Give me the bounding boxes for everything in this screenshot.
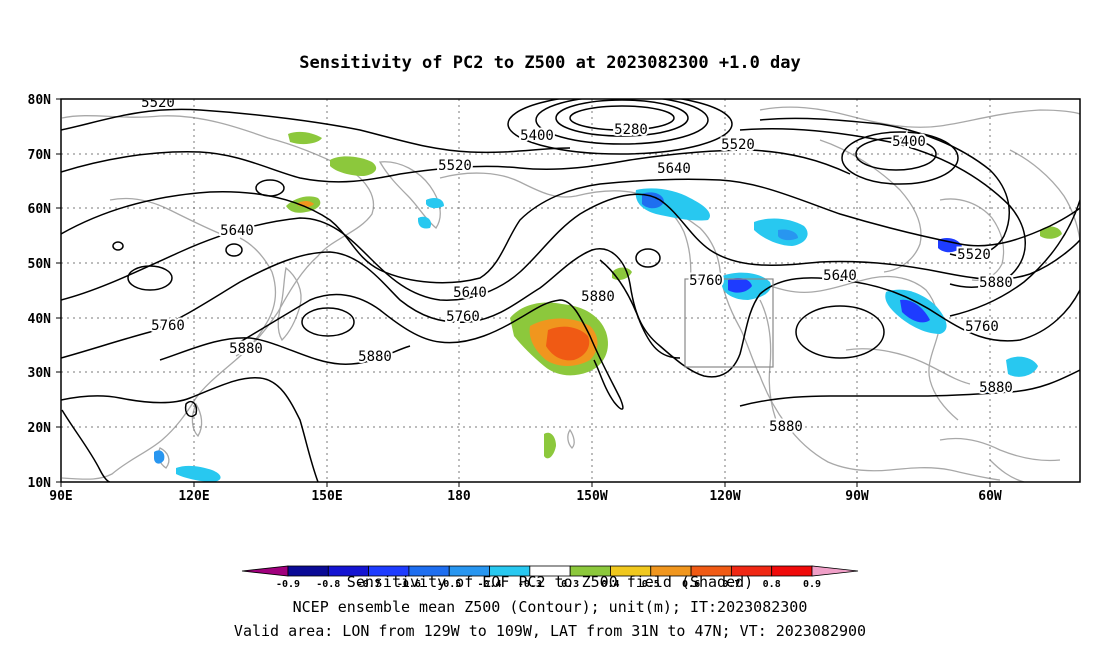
negative-sensitivity-patch [1006, 356, 1038, 377]
contour-label: 5640 [220, 223, 254, 239]
colorbar-tick-label: -0.4 [477, 579, 501, 590]
positive-sensitivity-patch [1040, 226, 1062, 239]
contour-label: 5520 [957, 247, 991, 263]
contour-label: 5640 [453, 285, 487, 301]
negative-sensitivity-patch [426, 198, 444, 209]
latitude-labels: 80N 70N 60N 50N 40N 30N 20N 10N [28, 93, 52, 491]
longitude-labels: 90E 120E 150E 180 150W 120W 90W 60W [49, 489, 1002, 504]
contour-label: 5760 [965, 319, 999, 335]
map-background [61, 99, 1080, 482]
contour-label: 5880 [769, 419, 803, 435]
negative-sensitivity-patch [900, 299, 930, 323]
lon-label: 120W [709, 489, 740, 504]
lat-label: 50N [28, 257, 52, 272]
lon-label: 90W [845, 489, 869, 504]
negative-sensitivity-patch [778, 229, 798, 241]
positive-sensitivity-patch [544, 432, 556, 459]
contour-label: 5880 [581, 289, 615, 305]
contour-label: 5640 [657, 161, 691, 177]
contour-label: 5880 [229, 341, 263, 357]
z500-contours [61, 99, 1080, 482]
contour-label: 5880 [358, 349, 392, 365]
negative-sensitivity-patch [728, 278, 752, 293]
lat-label: 40N [28, 312, 52, 327]
colorbar-tick-label: 0.8 [763, 579, 781, 590]
colorbar-tick-label: -0.8 [316, 579, 340, 590]
colorbar-tick-label: -0.3 [518, 579, 542, 590]
negative-sensitivity-patch [418, 216, 432, 229]
lon-label: 150E [311, 489, 342, 504]
map-frame [60, 98, 1081, 483]
contour-label: 5520 [438, 158, 472, 174]
negative-sensitivity-patch [154, 450, 165, 464]
lat-label: 60N [28, 202, 52, 217]
negative-sensitivity-patch [642, 192, 664, 209]
colorbar-swatch [771, 565, 813, 577]
map-title: Sensitivity of PC2 to Z500 at 2023082300… [299, 53, 801, 73]
contour-label: 5880 [979, 275, 1013, 291]
colorbar-tick-label: 0.5 [642, 579, 660, 590]
colorbar-tick-label: -0.9 [276, 579, 300, 590]
sensitivity-shading [154, 131, 1062, 482]
colorbar-tick-label: -0.7 [357, 579, 381, 590]
lon-label: 60W [978, 489, 1002, 504]
lon-label: 120E [178, 489, 209, 504]
colorbar-tick-label: 0.6 [682, 579, 700, 590]
lat-label: 30N [28, 366, 52, 381]
contour-label: 5280 [614, 122, 648, 138]
colorbar-tick-label: 0.9 [803, 579, 821, 590]
contour-label: 5760 [446, 309, 480, 325]
shading-caption: Sensitivity of EOF PC2 to Z500 field (Sh… [347, 573, 753, 591]
colorbar-swatch [287, 565, 329, 577]
valid-area-box [684, 278, 774, 368]
colorbar-tick-label: -0.6 [397, 579, 421, 590]
colorbar-tick-label: 0.7 [722, 579, 740, 590]
lon-label: 150W [576, 489, 607, 504]
lat-label: 80N [28, 93, 52, 108]
lon-label: 90E [49, 489, 72, 504]
negative-sensitivity-patch [176, 465, 221, 482]
graticule [61, 99, 1080, 482]
contour-label: 5520 [141, 95, 175, 111]
negative-sensitivity-patch [982, 382, 996, 394]
colorbar-tick-label: -0.5 [437, 579, 461, 590]
valid-area-caption: Valid area: LON from 129W to 109W, LAT f… [234, 622, 866, 640]
contour-label: 5880 [979, 380, 1013, 396]
lat-label: 20N [28, 421, 52, 436]
contour-label: 5520 [721, 137, 755, 153]
positive-sensitivity-patch [546, 326, 590, 361]
colorbar-swatch [241, 565, 289, 577]
contour-caption: NCEP ensemble mean Z500 (Contour); unit(… [293, 598, 808, 616]
lat-label: 10N [28, 476, 52, 491]
colorbar-tick-label: 0.4 [601, 579, 619, 590]
positive-sensitivity-patch [330, 156, 377, 176]
contour-label: 5400 [892, 134, 926, 150]
contour-label: 5760 [151, 318, 185, 334]
lon-label: 180 [447, 489, 471, 504]
positive-sensitivity-patch [288, 131, 322, 145]
colorbar-swatch [811, 565, 859, 577]
axis-ticks [56, 98, 991, 487]
contour-label: 5400 [520, 128, 554, 144]
colorbar-tick-label: 0.3 [561, 579, 579, 590]
contour-label: 5640 [823, 268, 857, 284]
colorbar: -0.9 -0.8 -0.7 -0.6 -0.5 -0.4 -0.3 0.3 0.4 0.5 0.6… [241, 565, 859, 590]
contour-labels: 5520 5400 5280 5520 5400 5520 5640 5640 5640 5760… [139, 95, 1015, 437]
negative-sensitivity-patch [938, 238, 962, 253]
contour-label: 5760 [689, 273, 723, 289]
lat-label: 70N [28, 148, 52, 163]
